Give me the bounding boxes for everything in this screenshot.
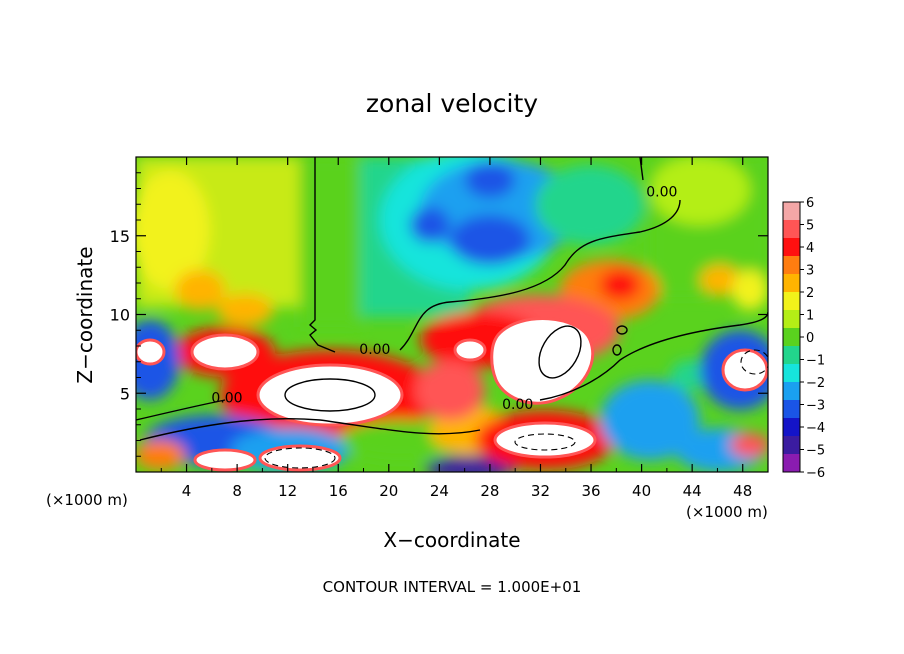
plot-area: 0.00 0.00 0.00 0.00 [136,157,768,472]
x-tick-label: 4 [182,482,192,500]
x-tick-label: 48 [733,482,752,500]
x-unit-left: (×1000 m) [46,491,128,509]
colorbar-swatch [783,400,800,419]
colorbar-tick-label: −2 [806,376,825,391]
contour-lines [136,157,768,441]
colorbar-swatch [783,436,800,455]
colorbar-swatch [783,256,800,275]
colorbar-tick-label: −6 [806,466,825,481]
colorbar-swatch [783,274,800,293]
contour-label: 0.00 [646,184,677,200]
colorbar-tick-label: −5 [806,444,825,459]
colorbar-tick-label: 5 [806,219,814,234]
contour-labels: 0.00 0.00 0.00 0.00 [211,184,677,413]
x-tick-label: 36 [581,482,600,500]
colorbar-tick-label: −1 [806,354,825,369]
x-tick-label: 24 [430,482,449,500]
x-tick-label: 28 [480,482,499,500]
x-tick-label: 40 [632,482,651,500]
saturated-regions [136,317,768,472]
colorbar-swatch [783,220,800,239]
colorbar-swatch [783,454,800,473]
colorbar-swatch [783,418,800,437]
colorbar-tick-label: 6 [806,196,814,211]
velocity-field [136,157,768,472]
colorbar-swatch [783,346,800,365]
dashed-contours [264,349,768,469]
colorbar-tick-label: 4 [806,241,814,256]
colorbar: 6 5 4 3 2 1 0 −1 −2 −3 −4 −5 −6 [782,196,825,481]
colorbar-swatch [783,310,800,329]
x-tick-label: 20 [379,482,398,500]
x-axis-ticks: 4 8 12 16 20 24 28 32 36 40 44 48 [160,157,752,500]
x-tick-label: 12 [278,482,297,500]
colorbar-tick-label: 2 [806,286,814,301]
colorbar-tick-label: 0 [806,331,814,346]
colorbar-swatch [783,238,800,257]
colorbar-swatch [783,382,800,401]
x-axis-label: X−coordinate [383,528,520,552]
colorbar-swatch [783,328,800,347]
colorbar-swatch [783,292,800,311]
x-tick-label: 32 [531,482,550,500]
colorbar-swatch [783,202,800,221]
x-unit-right: (×1000 m) [686,503,768,521]
contour-label: 0.00 [211,391,242,407]
x-tick-label: 8 [232,482,242,500]
contour-label: 0.00 [359,342,390,358]
colorbar-tick-label: −3 [806,399,825,414]
colorbar-swatch [783,364,800,383]
colorbar-tick-label: 1 [806,309,814,324]
y-axis-ticks: 5 10 15 [110,172,768,457]
y-tick-label: 15 [110,227,130,246]
x-tick-label: 44 [683,482,702,500]
colorbar-tick-label: −4 [806,421,825,436]
contour-interval-note: CONTOUR INTERVAL = 1.000E+01 [323,578,582,596]
y-tick-label: 5 [120,384,130,403]
chart-title: zonal velocity [366,89,538,118]
contour-label: 0.00 [502,397,533,413]
y-axis-label: Z−coordinate [73,246,97,383]
y-tick-label: 10 [110,306,130,325]
x-tick-label: 16 [329,482,348,500]
colorbar-tick-label: 3 [806,264,814,279]
